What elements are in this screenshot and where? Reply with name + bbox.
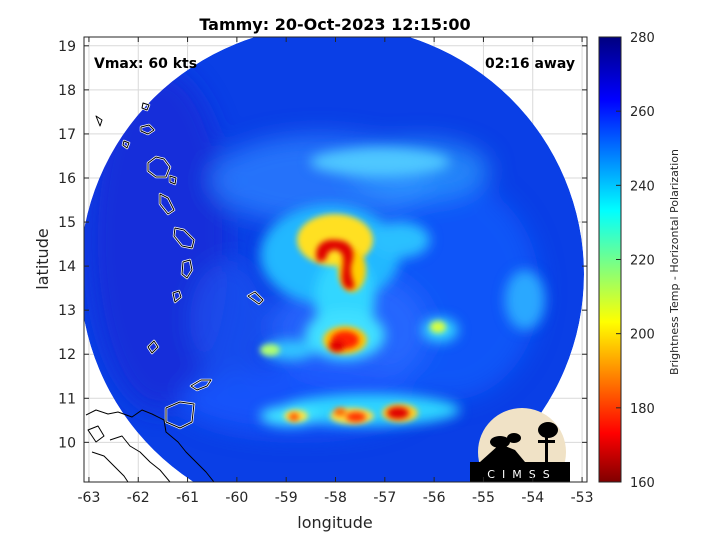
x-tick-label: -55 — [472, 490, 495, 506]
chart-title: Tammy: 20-Oct-2023 12:15:00 — [199, 15, 470, 34]
y-tick-label: 14 — [58, 259, 76, 275]
x-axis-label: longitude — [297, 513, 372, 532]
x-tick-label: -57 — [373, 490, 396, 506]
x-tick-label: -56 — [423, 490, 446, 506]
y-tick-label: 15 — [58, 215, 76, 231]
y-tick-label: 13 — [58, 303, 76, 319]
brightness-swath — [84, 37, 584, 482]
colorbar-label: Brightness Temp - Horizontal Polarizatio… — [668, 149, 681, 375]
colorbar-tick-label: 180 — [630, 402, 655, 417]
plot-area: Vmax: 60 kts 02:16 away CIMSS — [84, 37, 587, 482]
colorbar-tick-label: 220 — [630, 254, 655, 269]
y-tick-label: 17 — [58, 127, 76, 143]
x-tick-label: -54 — [521, 490, 544, 506]
y-axis-label: latitude — [33, 228, 52, 289]
colorbar-ticks: 160 180 200 220 240 260 280 — [616, 31, 655, 491]
y-tick-label: 11 — [58, 391, 76, 407]
colorbar-tick-label: 240 — [630, 179, 655, 194]
x-tick-label: -62 — [127, 490, 150, 506]
colorbar-tick-label: 200 — [630, 328, 655, 343]
x-tick-label: -58 — [324, 490, 347, 506]
logo-text: CIMSS — [487, 468, 556, 481]
cimss-logo: CIMSS — [470, 408, 570, 482]
colorbar-tick-label: 260 — [630, 105, 655, 120]
colorbar-tick-label: 160 — [630, 476, 655, 491]
y-tick-label: 18 — [58, 83, 76, 99]
x-tick-label: -63 — [77, 490, 100, 506]
intensity-label: Vmax: 60 kts — [94, 56, 197, 72]
y-tick-label: 10 — [58, 435, 76, 451]
x-tick-label: -59 — [275, 490, 298, 506]
time-away-label: 02:16 away — [485, 56, 575, 72]
y-tick-label: 12 — [58, 347, 76, 363]
x-axis: -63 -62 -61 -60 -59 -58 -57 -56 -55 -54 -53 — [77, 37, 594, 506]
y-axis: 10 11 12 13 14 15 16 17 18 19 — [58, 39, 587, 451]
coastlines-black — [85, 102, 264, 482]
y-tick-label: 16 — [58, 171, 76, 187]
x-tick-label: -53 — [571, 490, 594, 506]
x-tick-label: -61 — [176, 490, 199, 506]
colorbar: 160 180 200 220 240 260 280 Brightness Temp - … — [598, 31, 681, 491]
colorbar-tick-label: 280 — [630, 31, 655, 46]
x-tick-label: -60 — [225, 490, 248, 506]
y-tick-label: 19 — [58, 39, 76, 55]
